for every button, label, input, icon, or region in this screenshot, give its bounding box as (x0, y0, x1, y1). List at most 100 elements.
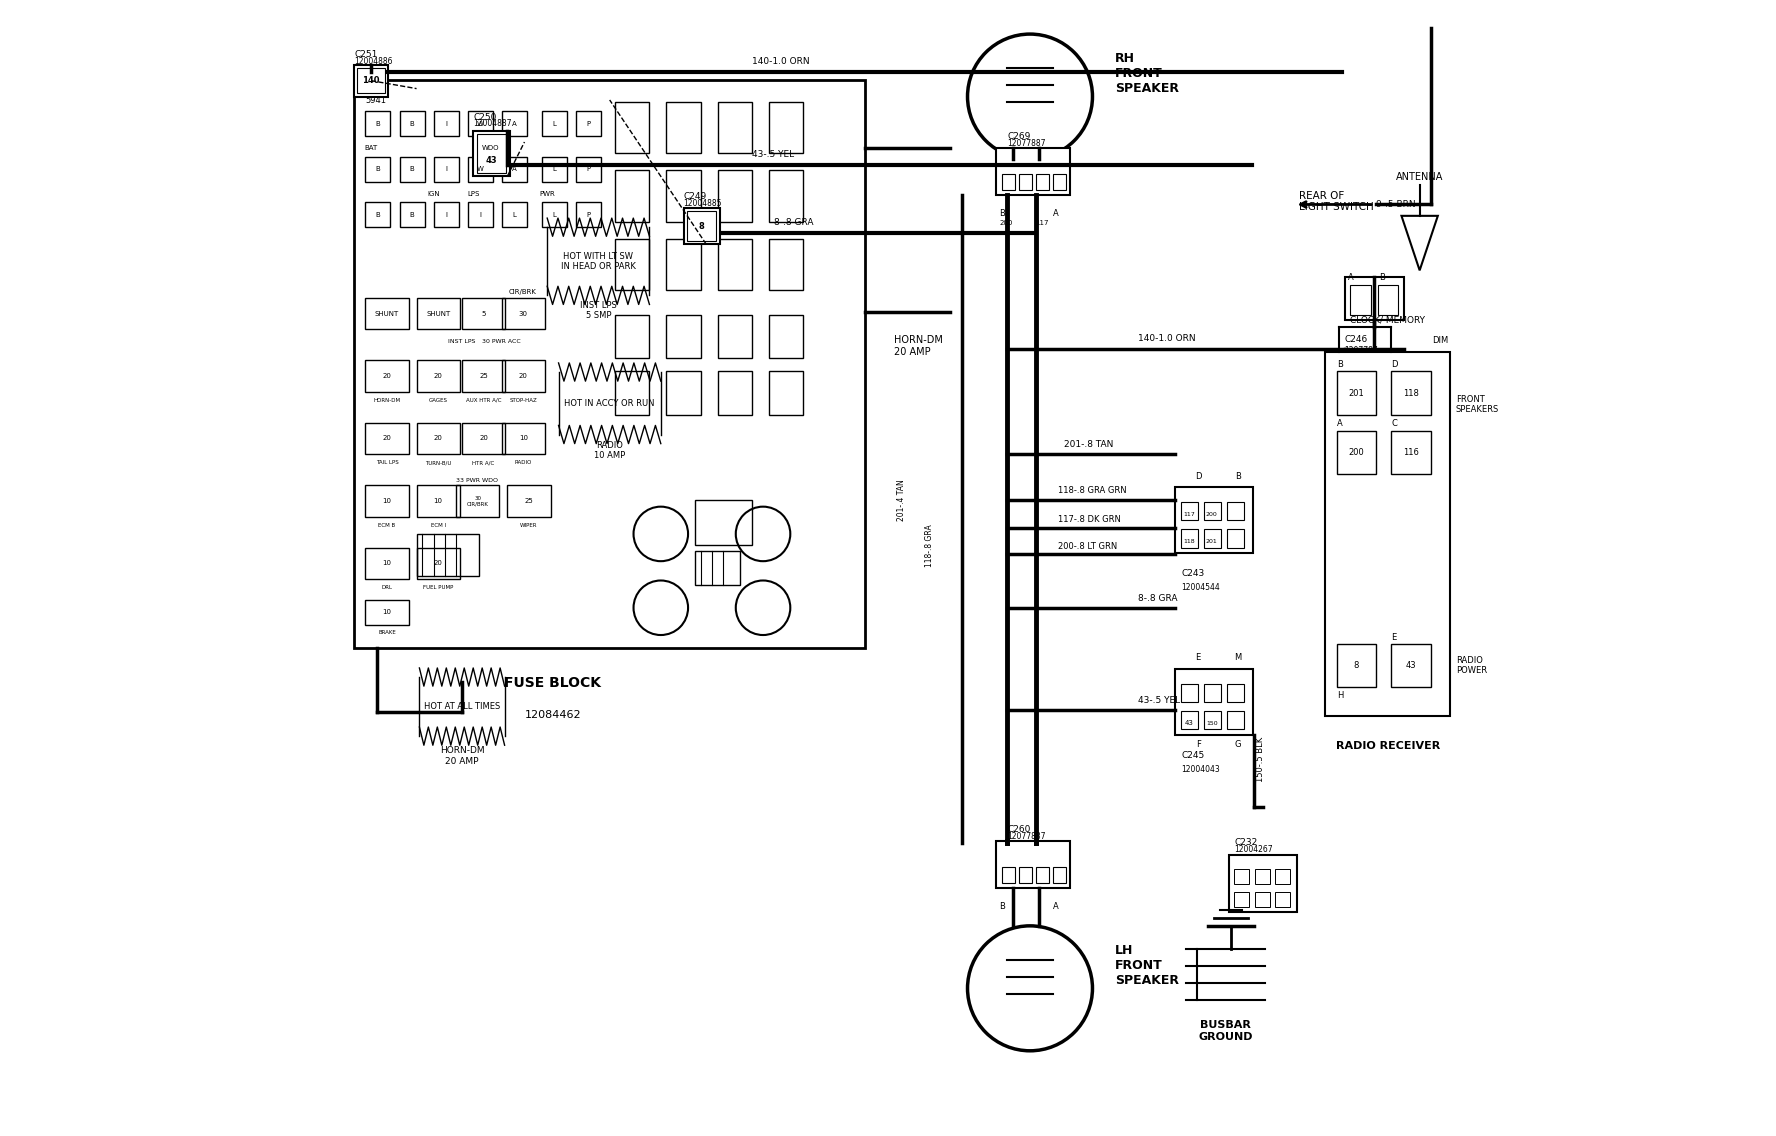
Text: 8-.8 GRA: 8-.8 GRA (774, 218, 813, 227)
Text: SHUNT: SHUNT (426, 310, 451, 317)
Bar (456, 485, 499, 517)
Text: D: D (1391, 360, 1398, 369)
Text: 201-.4 TAN: 201-.4 TAN (897, 479, 906, 520)
Text: SHUNT: SHUNT (375, 310, 400, 317)
Bar (769, 239, 803, 290)
Text: B: B (375, 211, 380, 218)
Text: 8: 8 (1353, 661, 1359, 670)
Bar (462, 298, 504, 329)
Bar (417, 534, 480, 576)
Text: RADIO
POWER: RADIO POWER (1456, 655, 1487, 676)
Text: 118-.8 GRA GRN: 118-.8 GRA GRN (1058, 486, 1128, 495)
Text: C246: C246 (1344, 335, 1368, 344)
Text: HTR A/C: HTR A/C (472, 460, 496, 465)
Bar (1256, 869, 1270, 884)
Bar (400, 111, 424, 136)
Text: 140: 140 (362, 76, 380, 85)
Bar (417, 423, 460, 454)
Bar (1181, 711, 1199, 729)
Bar (1053, 867, 1066, 883)
Text: C269: C269 (1007, 132, 1030, 141)
Bar (1344, 277, 1403, 320)
Bar (1256, 892, 1270, 907)
Text: 201: 201 (1206, 540, 1218, 544)
Bar (718, 315, 751, 358)
Text: 12004267: 12004267 (1234, 845, 1273, 854)
Text: I: I (446, 211, 448, 218)
Text: HOT WITH LT SW
IN HEAD OR PARK: HOT WITH LT SW IN HEAD OR PARK (561, 251, 636, 272)
Bar (687, 211, 716, 241)
Text: 43-.5 YEL: 43-.5 YEL (1138, 696, 1179, 705)
Bar (614, 239, 650, 290)
Text: I: I (480, 211, 481, 218)
Text: HORN-DM
20 AMP: HORN-DM 20 AMP (893, 335, 943, 357)
Bar (417, 548, 460, 579)
Bar (1325, 352, 1451, 716)
Text: 30 PWR ACC: 30 PWR ACC (483, 339, 520, 343)
Bar (1035, 174, 1050, 190)
Bar (1181, 684, 1199, 702)
Text: P: P (586, 120, 590, 127)
Bar (476, 134, 506, 173)
Bar (503, 423, 545, 454)
Bar (1002, 174, 1016, 190)
Text: 12004043: 12004043 (1181, 765, 1220, 774)
Text: AUX HTR A/C: AUX HTR A/C (465, 398, 501, 402)
Bar (503, 298, 545, 329)
Text: LH
FRONT
SPEAKER: LH FRONT SPEAKER (1115, 944, 1179, 987)
Text: P: P (586, 211, 590, 218)
Bar (1019, 867, 1032, 883)
Text: 43-.5 YEL: 43-.5 YEL (751, 150, 794, 159)
Text: W: W (476, 120, 483, 127)
Bar (1176, 487, 1252, 553)
Text: BRAKE: BRAKE (378, 630, 396, 635)
Bar (1227, 684, 1243, 702)
Bar (417, 485, 460, 517)
Bar (400, 202, 424, 227)
Bar (1391, 431, 1431, 474)
Text: STOP-HAZ: STOP-HAZ (510, 398, 536, 402)
Text: A: A (1053, 209, 1058, 218)
Text: 12077887: 12077887 (1007, 832, 1046, 841)
Text: FRONT
SPEAKERS: FRONT SPEAKERS (1456, 394, 1499, 415)
Text: 200: 200 (1206, 512, 1218, 517)
Text: C243: C243 (1181, 569, 1204, 578)
Text: IGN: IGN (428, 191, 440, 197)
Bar (1204, 711, 1220, 729)
Bar (366, 423, 408, 454)
Text: B: B (375, 166, 380, 173)
Text: 12004887: 12004887 (474, 119, 511, 128)
Text: DIM: DIM (1431, 336, 1447, 345)
Bar (614, 102, 650, 153)
Text: 118: 118 (1403, 389, 1419, 398)
Text: 117-.8 DK GRN: 117-.8 DK GRN (1058, 515, 1121, 524)
Bar (1391, 644, 1431, 687)
Text: WDO: WDO (481, 145, 499, 151)
Bar (542, 111, 567, 136)
Text: 150-.5 BLK: 150-.5 BLK (1256, 737, 1265, 782)
Bar (694, 500, 751, 545)
Bar (1227, 711, 1243, 729)
Bar (1204, 684, 1220, 702)
Text: E: E (1391, 633, 1396, 642)
Text: B: B (410, 120, 414, 127)
Text: 10: 10 (519, 435, 527, 442)
Bar (666, 239, 700, 290)
Text: B: B (1000, 902, 1005, 911)
Text: CLOCK/ MEMORY: CLOCK/ MEMORY (1350, 316, 1426, 325)
Bar (1181, 529, 1199, 548)
Text: 5941: 5941 (366, 95, 387, 105)
Text: FUEL PUMP: FUEL PUMP (423, 585, 453, 590)
Bar (503, 111, 527, 136)
Text: B: B (1337, 360, 1343, 369)
Text: 1207787: 1207787 (1344, 346, 1378, 356)
Text: 8-.8 GRA: 8-.8 GRA (1138, 594, 1177, 603)
Bar (769, 315, 803, 358)
Bar (614, 315, 650, 358)
Text: 9-.5 BRN: 9-.5 BRN (1376, 200, 1415, 209)
Text: I: I (446, 120, 448, 127)
Text: 43: 43 (1405, 661, 1415, 670)
Bar (366, 298, 408, 329)
Text: 150: 150 (1206, 721, 1218, 726)
Text: 33 PWR WDO: 33 PWR WDO (456, 478, 499, 483)
